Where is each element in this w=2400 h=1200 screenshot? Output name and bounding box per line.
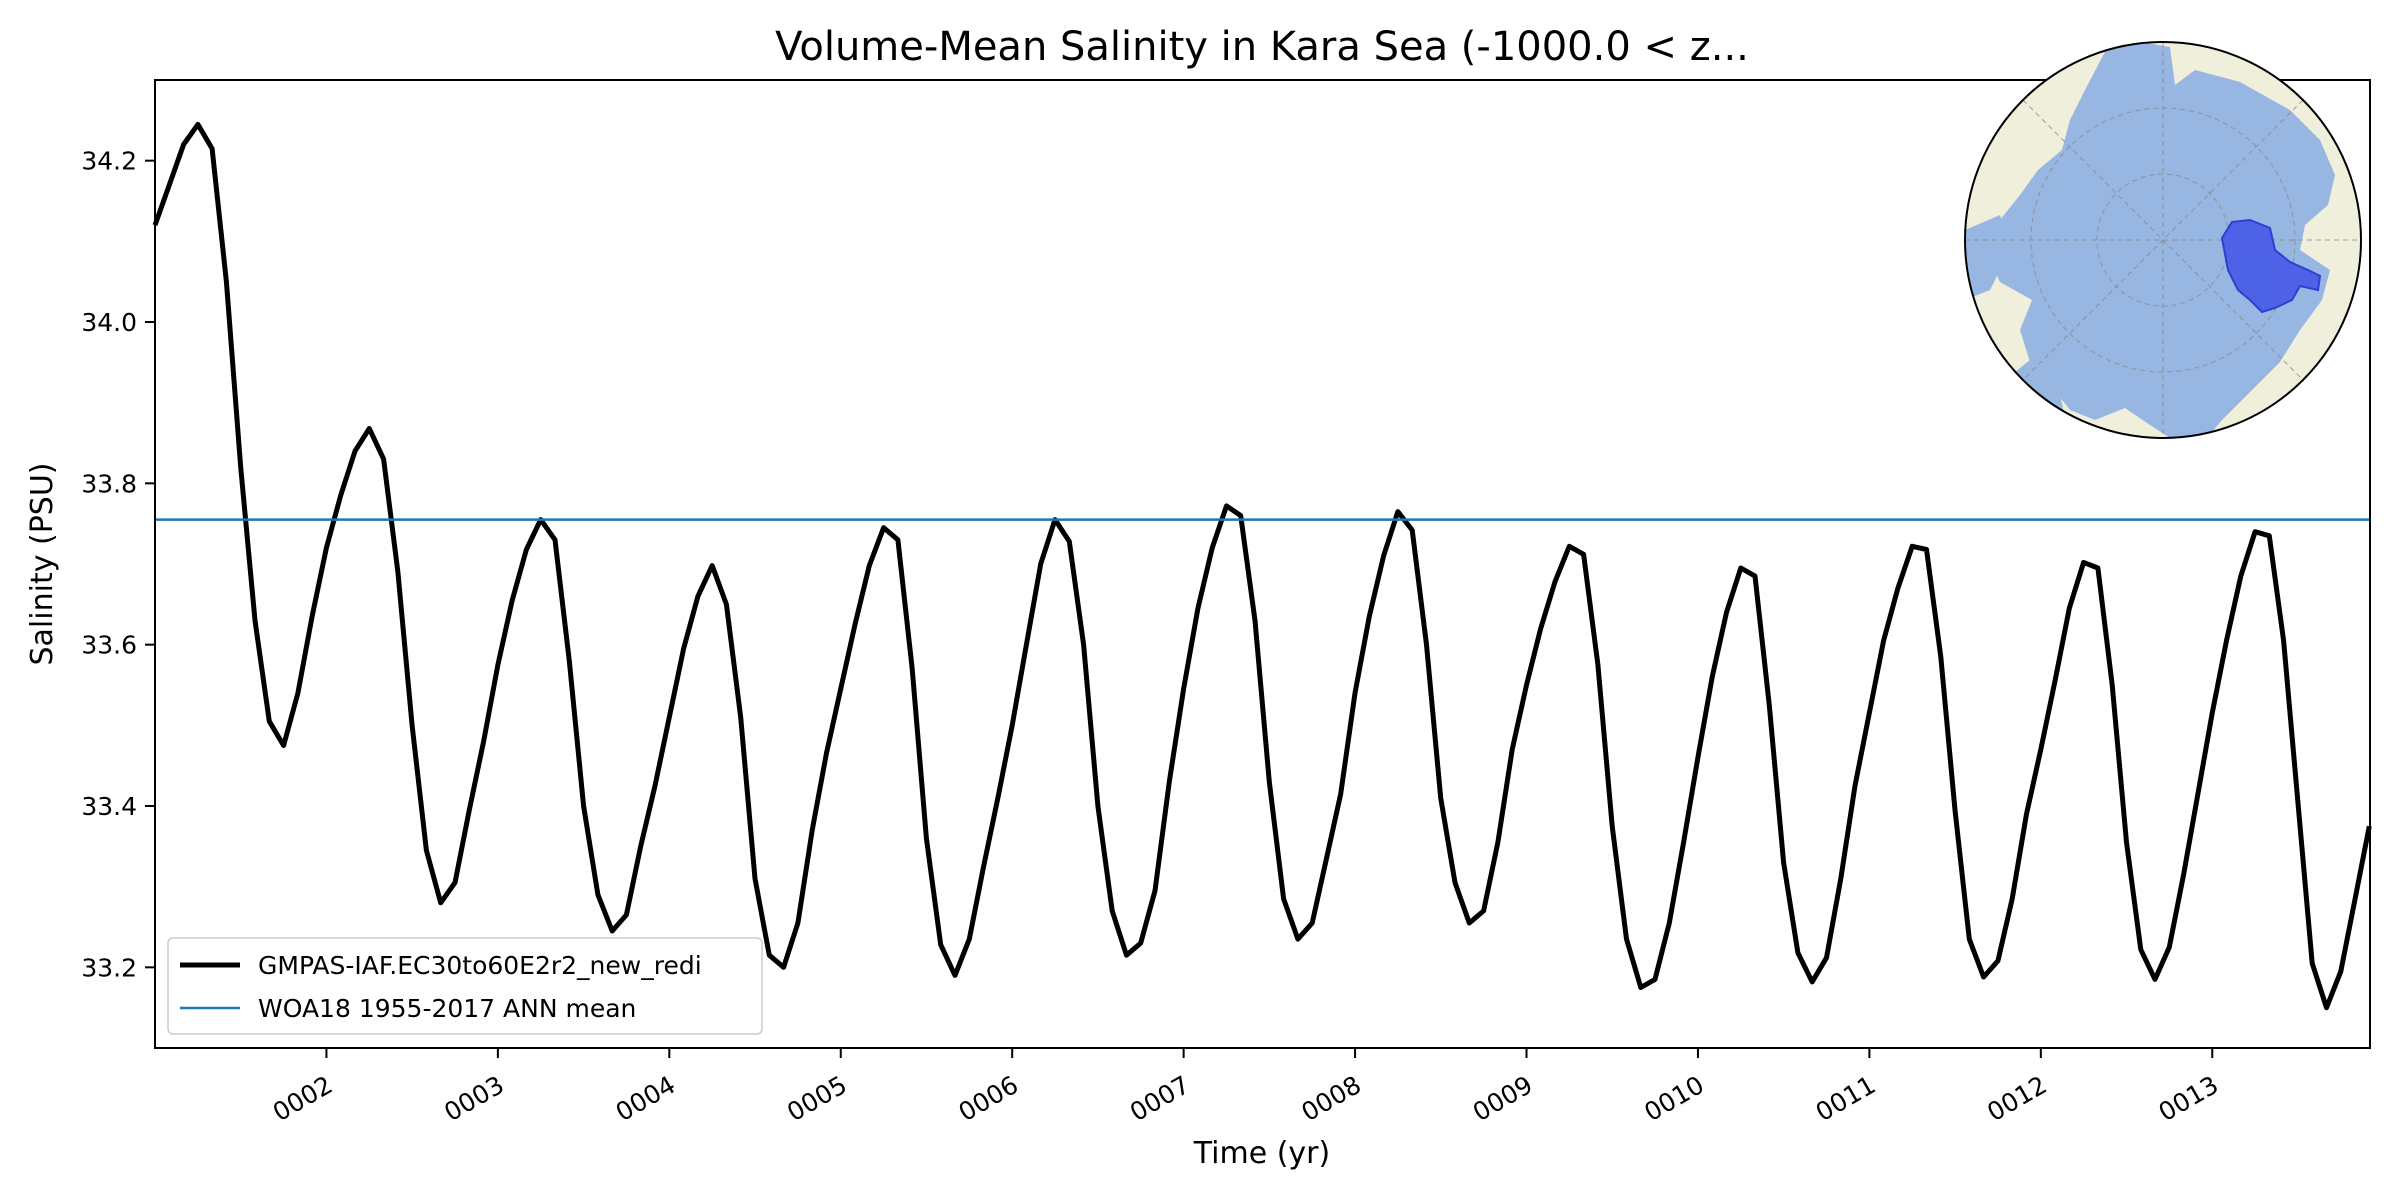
x-tick-label: 0004: [611, 1070, 681, 1127]
x-tick-label: 0010: [1639, 1070, 1709, 1127]
series-line-model: [152, 121, 2372, 1011]
x-tick-label: 0005: [782, 1070, 852, 1127]
legend-box: [167, 937, 763, 1035]
x-tick-label: 0003: [439, 1070, 509, 1127]
map-region-kara-sea: [2220, 218, 2322, 314]
legend-label-model: GMPAS-IAF.EC30to60E2r2_new_redi: [258, 951, 702, 980]
x-tick-label: 0009: [1468, 1070, 1538, 1127]
map-ocean-pacific: [1965, 215, 2010, 300]
map-graticule: [1965, 42, 2361, 438]
legend: GMPAS-IAF.EC30to60E2r2_new_redi WOA18 19…: [167, 937, 763, 1035]
map-ocean: [1985, 42, 2335, 438]
y-axis-label: Salinity (PSU): [25, 463, 60, 666]
y-axis-ticks: 33.2 33.4 33.6 33.8 34.0 34.2: [81, 147, 155, 982]
x-tick-label: 0013: [2154, 1070, 2224, 1127]
y-tick-label: 33.8: [81, 469, 137, 498]
y-tick-label: 33.2: [81, 953, 137, 982]
x-tick-label: 0008: [1296, 1070, 1366, 1127]
chart-title: Volume-Mean Salinity in Kara Sea (-1000.…: [775, 24, 1749, 70]
x-tick-label: 0011: [1811, 1070, 1881, 1127]
series-layer: [152, 121, 2372, 1011]
y-tick-label: 34.2: [81, 147, 137, 176]
x-tick-label: 0012: [1982, 1070, 2052, 1127]
x-axis-ticks: 0002 0003 0004 0005 0006 0007 0008 0009 0010 0011…: [268, 1048, 2223, 1127]
y-tick-label: 33.6: [81, 631, 137, 660]
y-tick-label: 33.4: [81, 792, 137, 821]
x-tick-label: 0002: [268, 1070, 338, 1127]
x-axis-label: Time (yr): [1193, 1136, 1330, 1171]
region-map-inset: [1964, 41, 2362, 439]
y-tick-label: 34.0: [81, 308, 137, 337]
legend-label-obs: WOA18 1955-2017 ANN mean: [258, 994, 636, 1023]
x-tick-label: 0006: [954, 1070, 1024, 1127]
x-tick-label: 0007: [1125, 1070, 1195, 1127]
map-border: [1964, 41, 2362, 439]
plot-frame: [154, 79, 2371, 1049]
